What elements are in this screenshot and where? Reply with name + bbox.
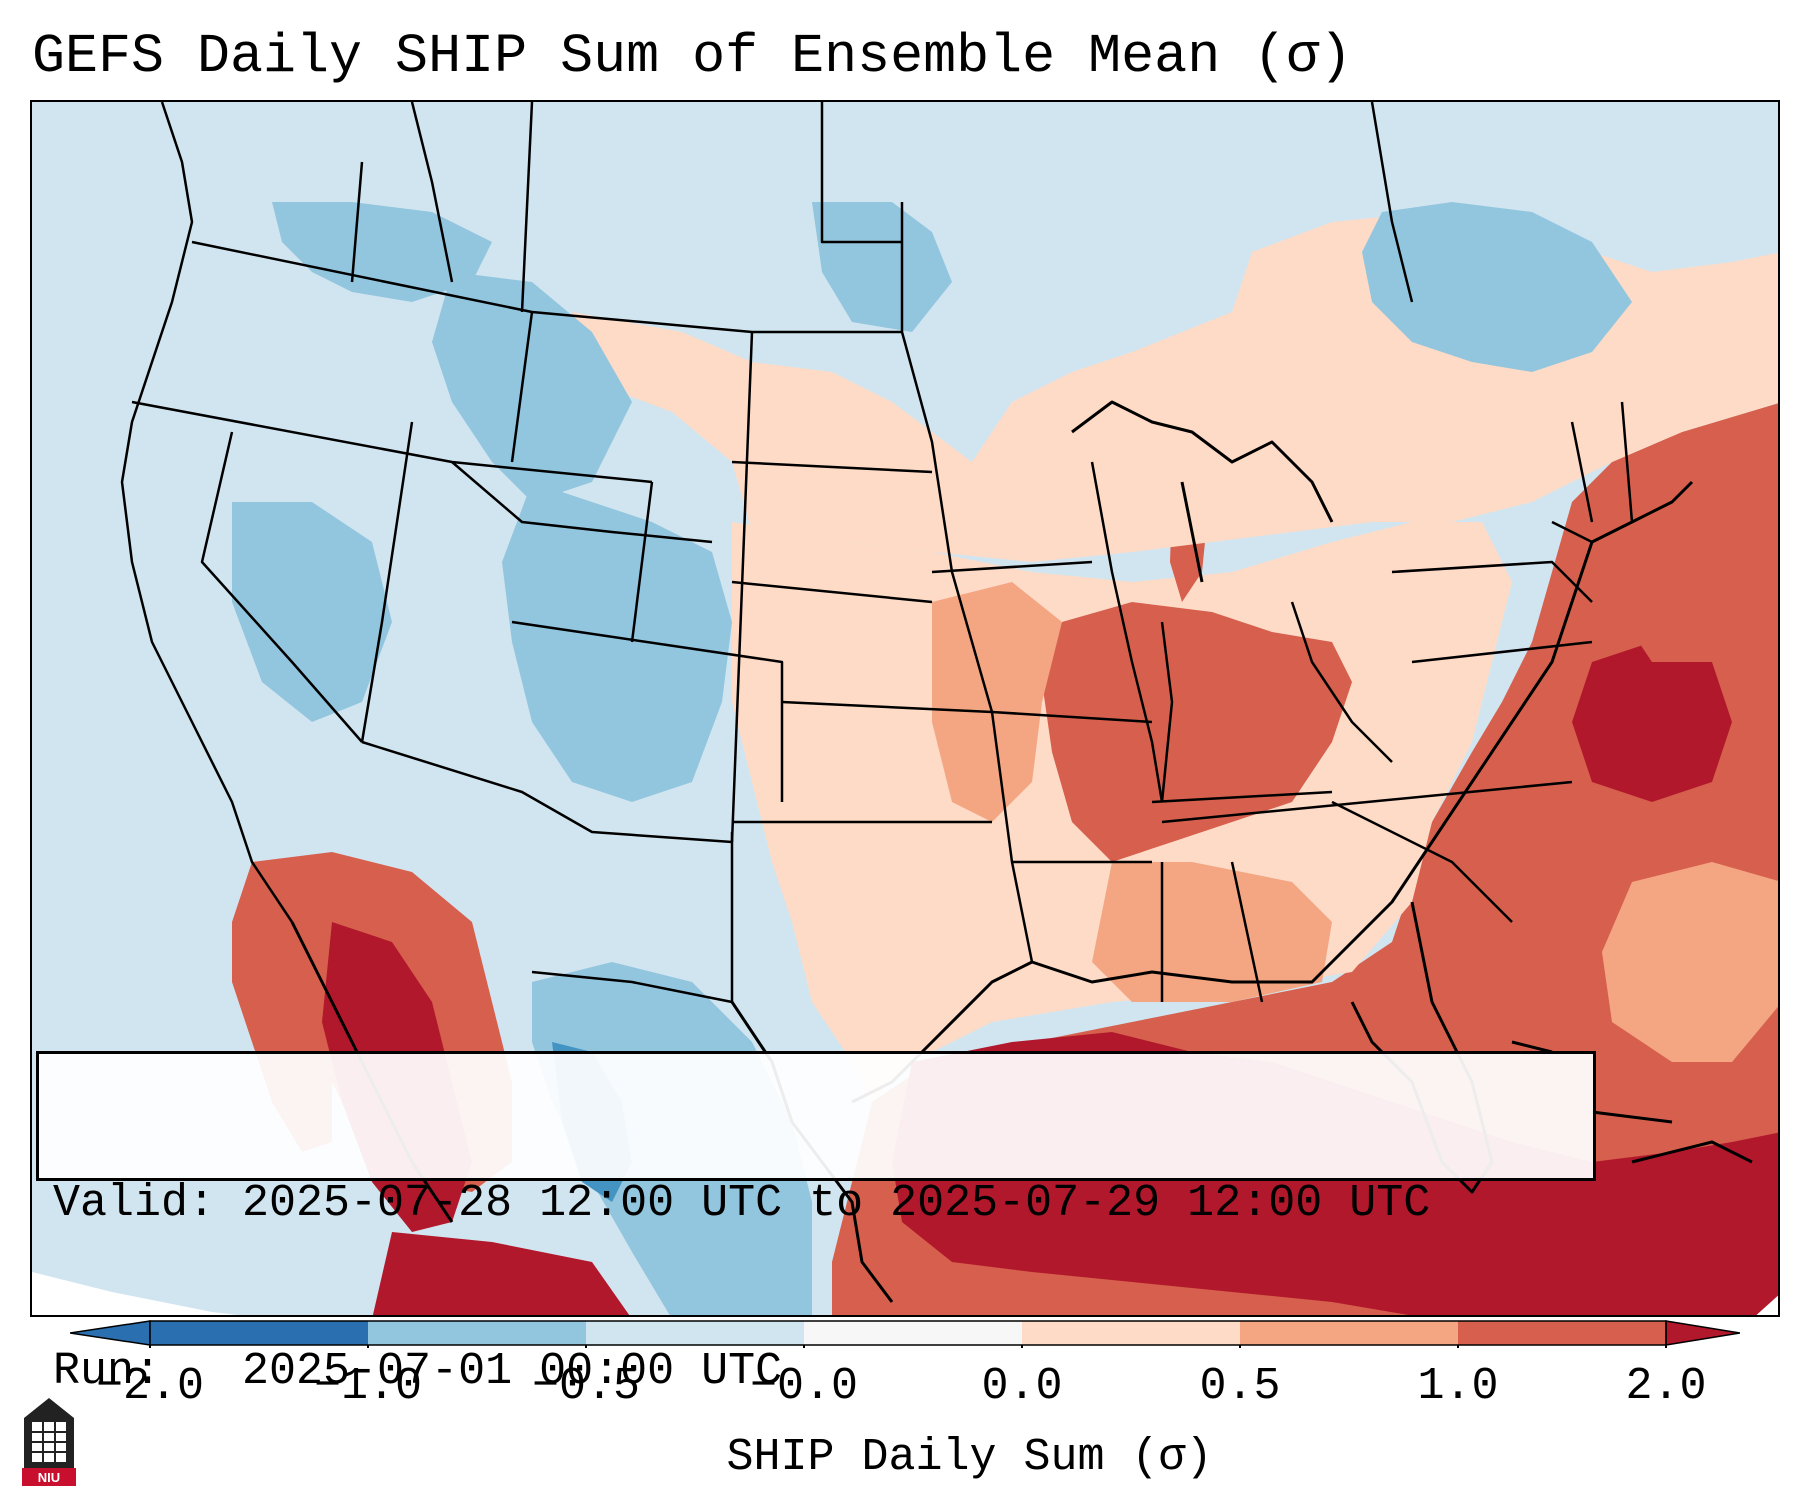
colorbar-bin-1 <box>150 1321 368 1345</box>
valid-time-text: Valid: 2025-07-28 12:00 UTC to 2025-07-2… <box>53 1178 1431 1229</box>
colorbar-bin-4 <box>804 1321 1022 1345</box>
map-edge-white-right <box>1756 1295 1778 1315</box>
colorbar-tick-label: −0.5 <box>531 1361 641 1412</box>
page-title: GEFS Daily SHIP Sum of Ensemble Mean (σ) <box>32 25 1353 88</box>
colorbar-extend-low <box>69 1320 151 1346</box>
valid-run-info-box: Valid: 2025-07-28 12:00 UTC to 2025-07-2… <box>36 1051 1596 1397</box>
colorbar-bin-2 <box>368 1321 586 1345</box>
colorbar-title: SHIP Daily Sum (σ) <box>0 1430 1803 1486</box>
colorbar-bin-5 <box>1022 1321 1240 1345</box>
northern-plains-blue-region <box>812 202 952 332</box>
montana-blue-region <box>432 272 632 502</box>
colorbar-tick-label: 0.0 <box>981 1361 1063 1412</box>
colorbar-bin-7 <box>1458 1321 1666 1345</box>
colorbar-bin-6 <box>1240 1321 1458 1345</box>
colorbar-tick-label: −2.0 <box>95 1361 205 1412</box>
rockies-mid-negative <box>502 482 732 802</box>
colorbar-tick-label: 1.0 <box>1417 1361 1499 1412</box>
colorbar-tick-label: 2.0 <box>1625 1361 1707 1412</box>
southeast-mid-anomaly <box>1092 862 1332 1002</box>
great-basin-mid-negative <box>232 502 392 722</box>
northeast-atlantic-anomaly <box>1612 502 1778 662</box>
colorbar-extend-high <box>1665 1320 1741 1346</box>
canada-blue-region <box>1362 202 1632 372</box>
colorbar-tick-label: 0.5 <box>1199 1361 1281 1412</box>
atlantic-light-anomaly <box>1602 862 1778 1062</box>
niu-logo: NIU <box>22 1398 76 1486</box>
state-boundaries <box>120 102 1634 1004</box>
colorbar-tick-label: −0.0 <box>749 1361 859 1412</box>
atlantic-max-anomaly <box>1572 642 1732 802</box>
colorbar-tick-label: −1.0 <box>313 1361 423 1412</box>
niu-logo-text: NIU <box>38 1470 60 1485</box>
run-time-text: Run: 2025-07-01 00:00 UTC <box>53 1346 783 1397</box>
colorbar <box>69 1318 1741 1356</box>
colorbar-svg <box>69 1320 1741 1356</box>
midwest-mid-anomaly <box>932 582 1062 822</box>
pacific-nw-blue-region <box>272 202 492 302</box>
colorbar-title-text: SHIP Daily Sum (σ) <box>726 1432 1213 1483</box>
mexico-south-anomaly <box>372 1232 630 1315</box>
colorbar-bin-3 <box>586 1321 804 1345</box>
map-edge-white-left <box>32 1272 238 1315</box>
ohio-valley-strong-anomaly <box>1042 602 1352 862</box>
